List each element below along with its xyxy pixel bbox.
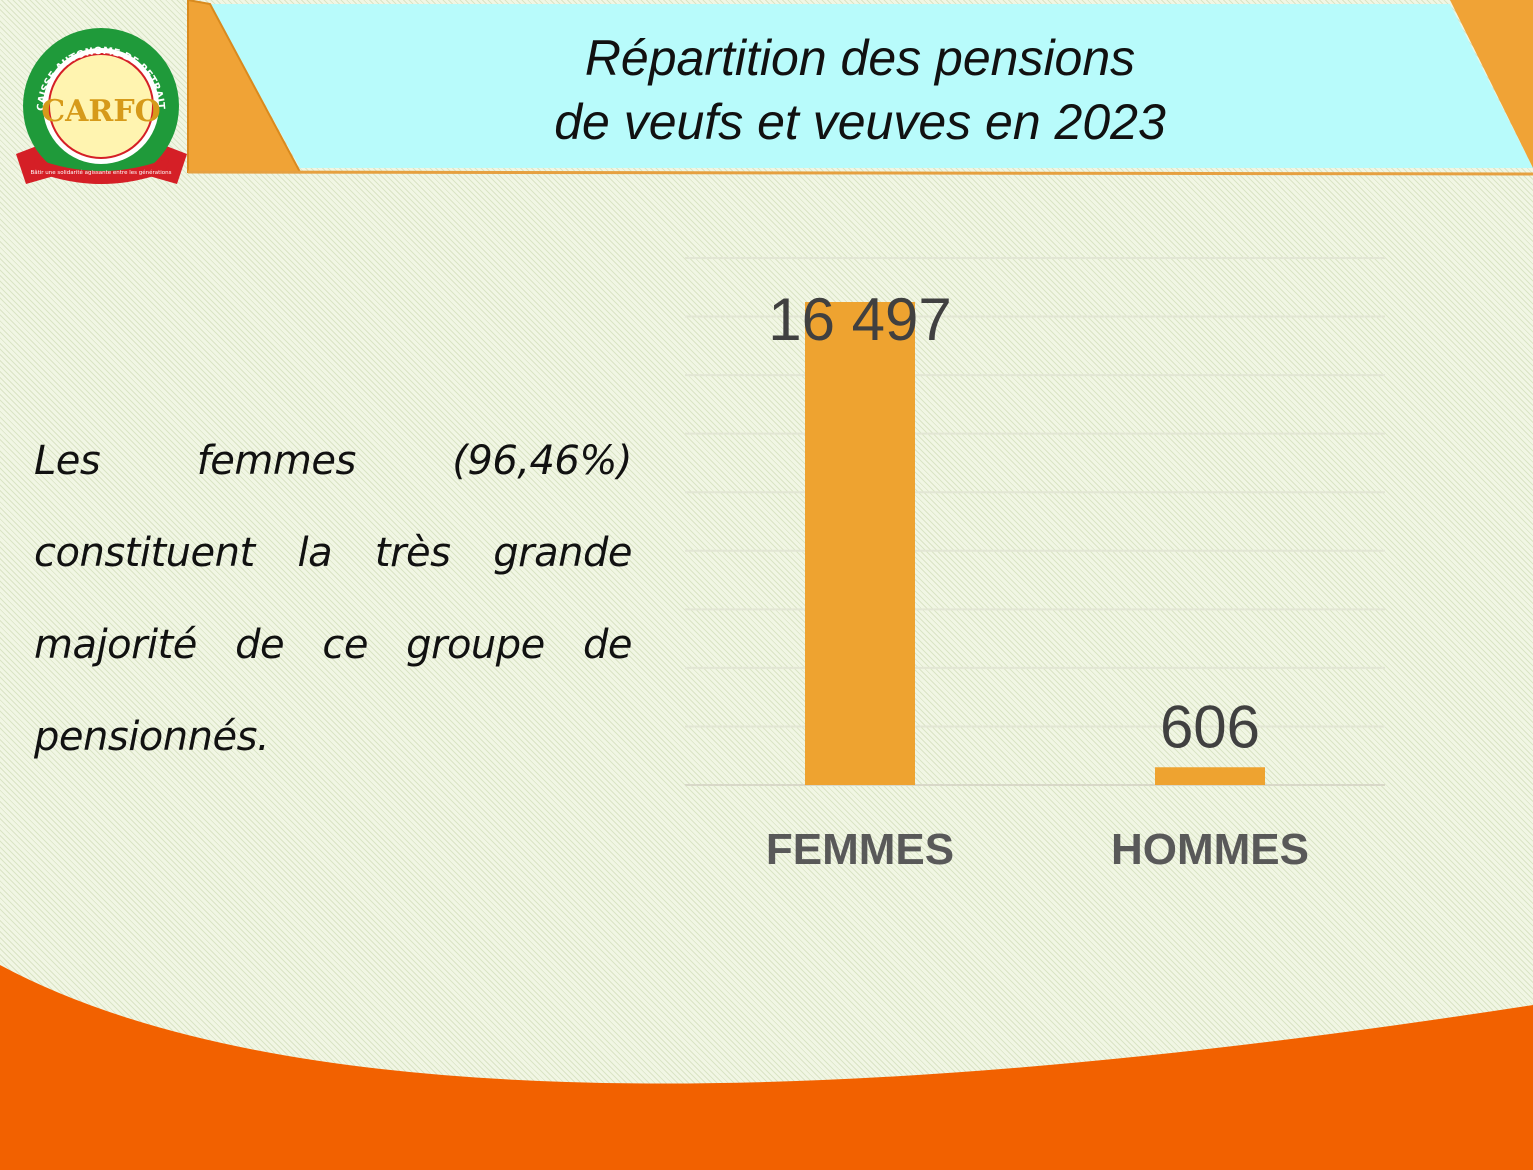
page-title: Répartition des pensions de veufs et veu… xyxy=(300,26,1420,154)
bottom-wave-shape xyxy=(0,965,1533,1170)
summary-text: Les femmes (96,46%) constituent la très … xyxy=(34,438,633,760)
header-banner xyxy=(187,0,1533,176)
bar-chart: 16 497 FEMMES 606 HOMMES xyxy=(685,257,1385,874)
title-line-1: Répartition des pensions xyxy=(584,30,1136,86)
bar-hommes xyxy=(1155,767,1265,785)
logo-inner-yellow xyxy=(48,53,154,159)
header-underline xyxy=(187,170,1533,176)
category-label-hommes: HOMMES xyxy=(1111,825,1309,874)
category-label-femmes: FEMMES xyxy=(766,825,954,874)
bar-femmes xyxy=(805,302,915,785)
logo-banner xyxy=(34,158,169,184)
header-banner-bg xyxy=(210,4,1533,168)
title-line-2: de veufs et veuves en 2023 xyxy=(554,94,1166,150)
logo-motto: Bâtir une solidarité agissante entre les… xyxy=(30,169,171,176)
data-label-femmes: 16 497 xyxy=(768,286,952,353)
carfo-logo: CAISSE AUTONOME DE RETRAITE DES FONCTION… xyxy=(14,26,187,184)
data-label-hommes: 606 xyxy=(1160,693,1260,760)
logo-initials: CARFO xyxy=(41,94,161,129)
right-orange-triangle xyxy=(1450,0,1533,168)
bottom-wave xyxy=(0,965,1533,1170)
